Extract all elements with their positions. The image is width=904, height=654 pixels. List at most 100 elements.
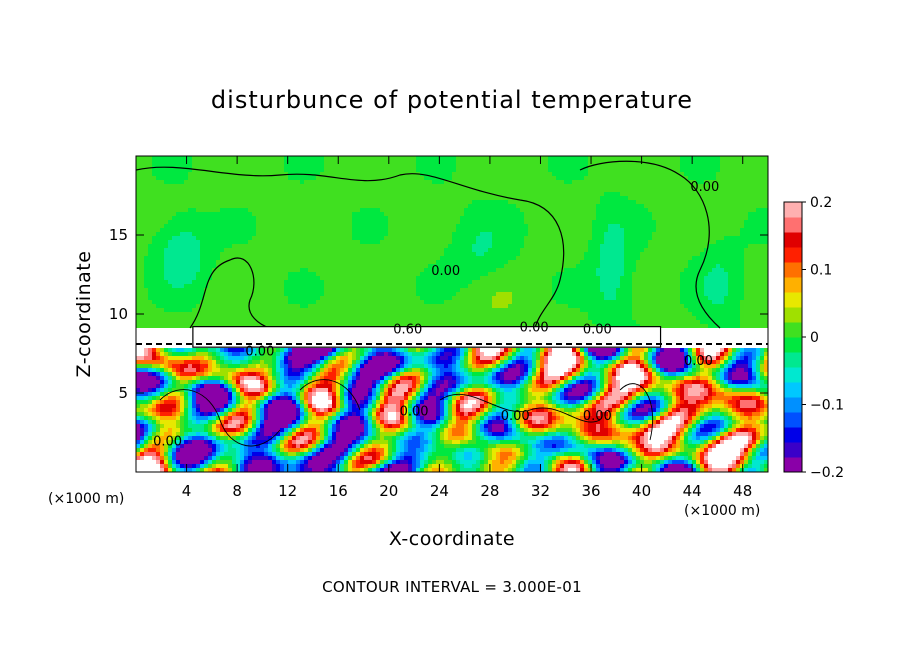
field-cell xyxy=(644,236,649,241)
field-cell xyxy=(152,228,157,233)
field-cell xyxy=(644,224,649,229)
field-cell xyxy=(340,236,345,241)
field-cell xyxy=(172,260,177,265)
field-cell xyxy=(376,256,381,261)
field-cell xyxy=(280,280,285,285)
field-cell xyxy=(300,260,305,265)
field-cell xyxy=(736,236,741,241)
field-cell xyxy=(708,168,713,173)
field-cell xyxy=(196,228,201,233)
field-cell xyxy=(180,228,185,233)
field-cell xyxy=(376,192,381,197)
field-cell xyxy=(380,260,385,265)
field-cell xyxy=(200,232,205,237)
field-cell xyxy=(356,176,361,181)
field-cell xyxy=(176,208,181,213)
field-cell xyxy=(420,252,425,257)
field-cell xyxy=(676,260,681,265)
field-cell xyxy=(284,208,289,213)
field-cell xyxy=(388,232,393,237)
field-cell xyxy=(532,212,537,217)
field-cell xyxy=(144,244,149,249)
field-cell xyxy=(660,240,665,245)
field-cell xyxy=(760,168,765,173)
field-cell xyxy=(500,212,505,217)
field-cell xyxy=(428,220,433,225)
field-cell xyxy=(600,208,605,213)
field-cell xyxy=(744,232,749,237)
field-cell xyxy=(608,196,613,201)
field-cell xyxy=(584,260,589,265)
field-cell xyxy=(144,264,149,269)
field-cell xyxy=(472,204,477,209)
field-cell xyxy=(236,188,241,193)
field-cell xyxy=(292,188,297,193)
field-cell xyxy=(620,180,625,185)
field-cell xyxy=(176,260,181,265)
field-cell xyxy=(220,232,225,237)
field-cell xyxy=(464,280,469,285)
field-cell xyxy=(264,272,269,277)
field-cell xyxy=(400,244,405,249)
field-cell xyxy=(184,244,189,249)
field-cell xyxy=(164,172,169,177)
field-cell xyxy=(512,228,517,233)
field-cell xyxy=(736,168,741,173)
field-cell xyxy=(624,260,629,265)
field-cell xyxy=(244,212,249,217)
field-cell xyxy=(720,196,725,201)
field-cell xyxy=(384,212,389,217)
field-cell xyxy=(760,200,765,205)
field-cell xyxy=(504,200,509,205)
field-cell xyxy=(196,160,201,165)
field-cell xyxy=(140,216,145,221)
field-cell xyxy=(580,160,585,165)
field-cell xyxy=(144,256,149,261)
field-cell xyxy=(280,188,285,193)
field-cell xyxy=(660,176,665,181)
field-cell xyxy=(164,260,169,265)
field-cell xyxy=(628,212,633,217)
field-cell xyxy=(612,192,617,197)
field-cell xyxy=(656,184,661,189)
field-cell xyxy=(496,252,501,257)
field-cell xyxy=(356,240,361,245)
field-cell xyxy=(400,184,405,189)
field-cell xyxy=(644,168,649,173)
field-cell xyxy=(616,180,621,185)
field-cell xyxy=(380,156,385,161)
field-cell xyxy=(652,180,657,185)
field-cell xyxy=(764,228,769,233)
field-cell xyxy=(520,188,525,193)
field-cell xyxy=(520,268,525,273)
field-cell xyxy=(384,232,389,237)
field-cell xyxy=(440,264,445,269)
field-cell xyxy=(240,156,245,161)
field-cell xyxy=(568,276,573,281)
field-cell xyxy=(288,164,293,169)
field-cell xyxy=(396,216,401,221)
field-cell xyxy=(592,240,597,245)
field-cell xyxy=(548,240,553,245)
field-cell xyxy=(200,160,205,165)
field-cell xyxy=(760,204,765,209)
field-cell xyxy=(400,156,405,161)
field-cell xyxy=(428,252,433,257)
field-cell xyxy=(740,200,745,205)
field-cell xyxy=(476,220,481,225)
field-cell xyxy=(580,164,585,169)
field-cell xyxy=(732,164,737,169)
field-cell xyxy=(560,200,565,205)
field-cell xyxy=(640,264,645,269)
field-cell xyxy=(624,208,629,213)
field-cell xyxy=(284,180,289,185)
field-cell xyxy=(520,164,525,169)
field-cell xyxy=(656,260,661,265)
field-cell xyxy=(656,160,661,165)
field-cell xyxy=(148,156,153,161)
field-cell xyxy=(224,280,229,285)
field-cell xyxy=(188,196,193,201)
field-cell xyxy=(592,260,597,265)
field-cell xyxy=(220,228,225,233)
field-cell xyxy=(400,220,405,225)
